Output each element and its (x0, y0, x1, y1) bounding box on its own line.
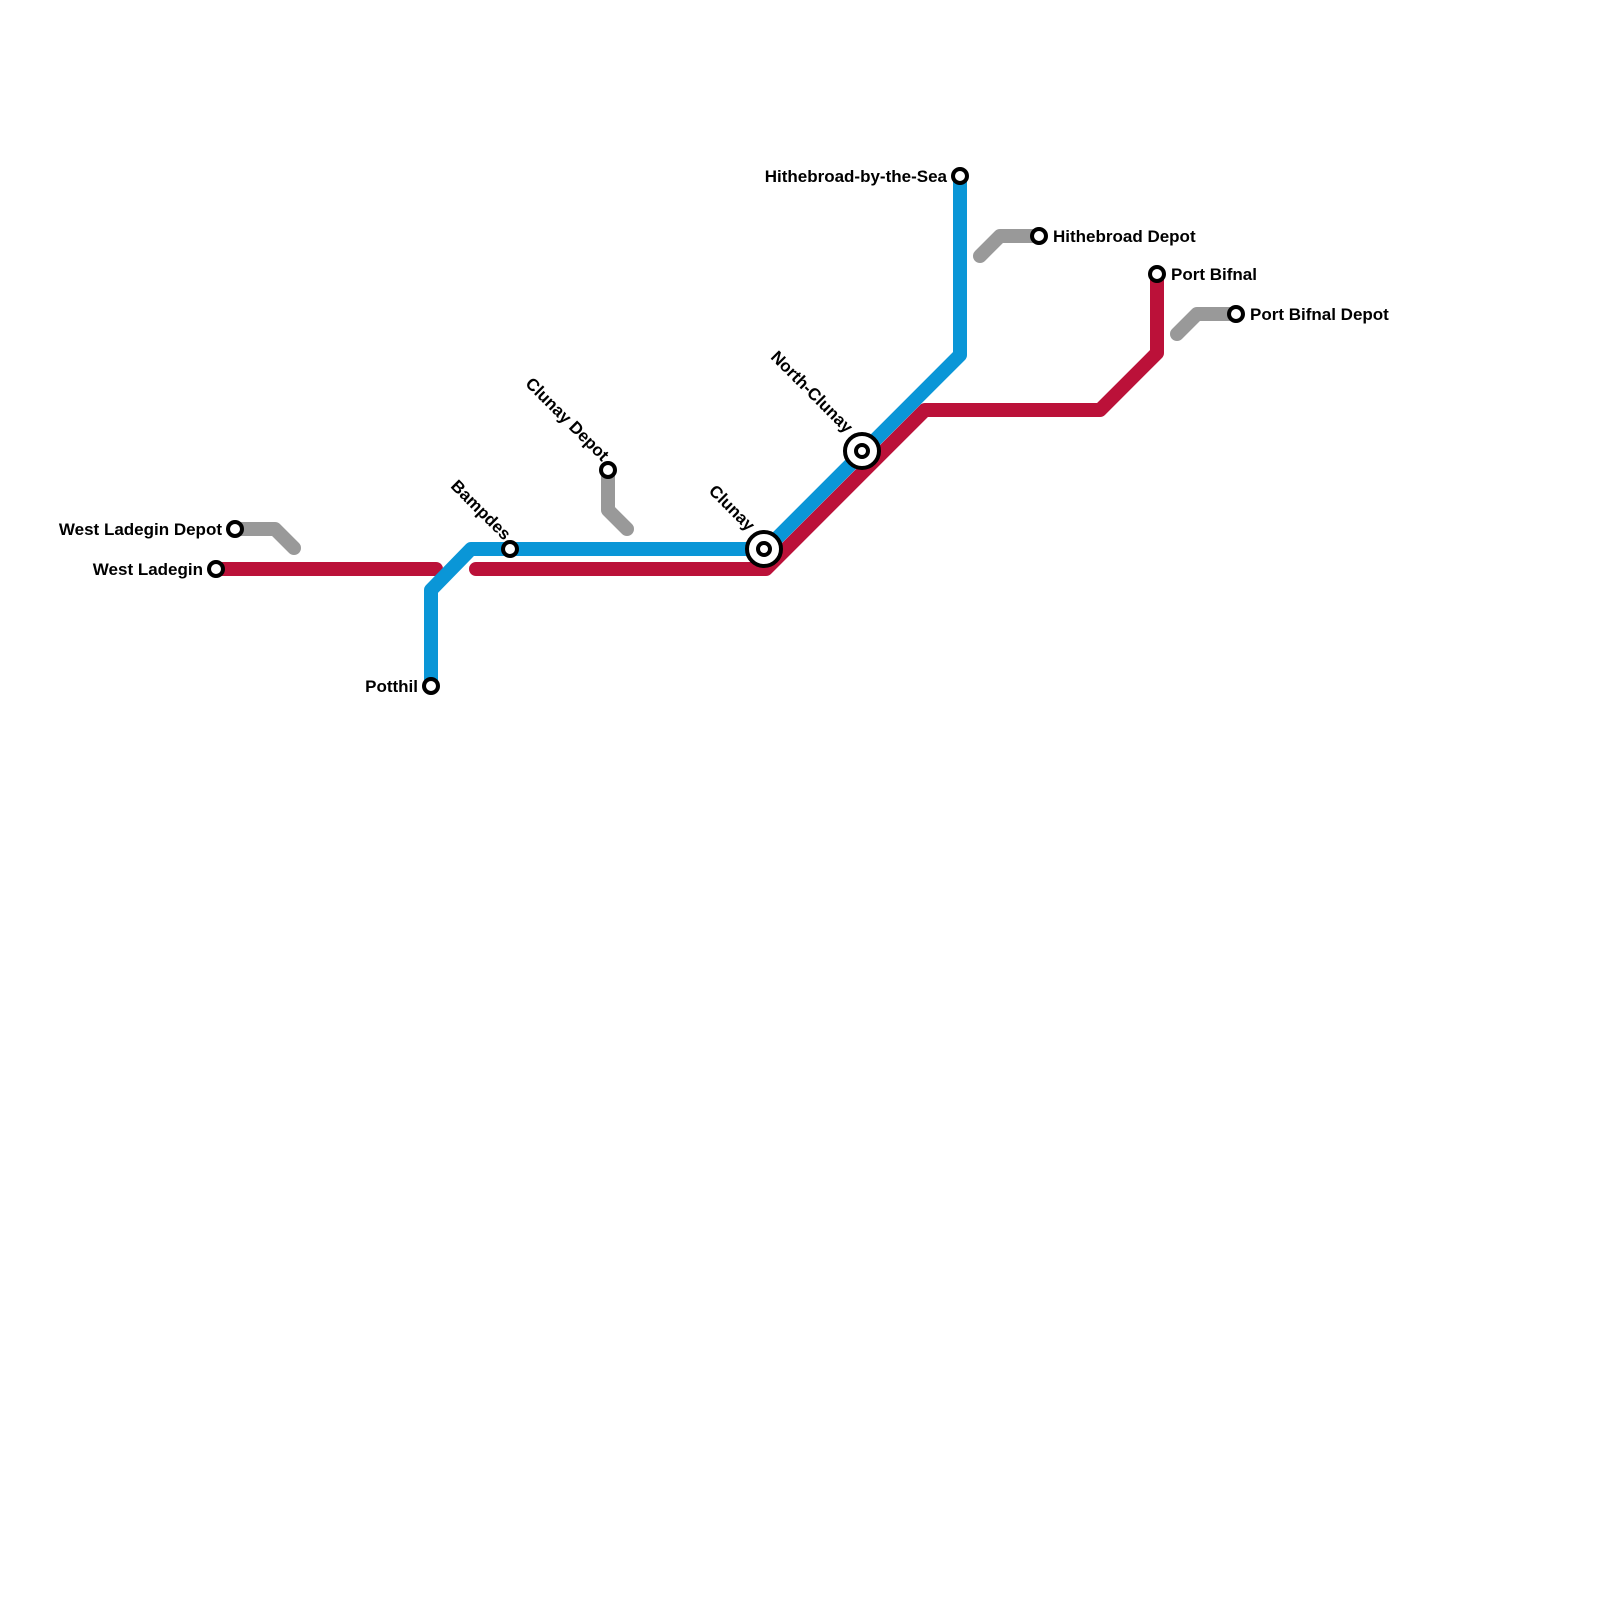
station-marker (207, 560, 225, 578)
blue-line (424, 169, 967, 693)
station-label: Potthil (365, 677, 418, 696)
depot-line-west-ladegin (228, 522, 301, 555)
station-marker (1030, 227, 1048, 245)
station-potthil[interactable]: Potthil (365, 677, 440, 696)
station-marker (1227, 305, 1245, 323)
station-port-bifnal-depot[interactable]: Port Bifnal Depot (1227, 305, 1389, 324)
station-hithebroad-by-the-sea[interactable]: Hithebroad-by-the-Sea (765, 167, 969, 186)
station-marker (226, 520, 244, 538)
station-label: North-Clunay (767, 347, 857, 437)
station-label: Clunay Depot (522, 374, 613, 465)
station-label: Port Bifnal (1171, 265, 1257, 284)
station-port-bifnal[interactable]: Port Bifnal (1148, 265, 1257, 284)
depot-line-port-bifnal (1170, 307, 1243, 341)
station-label: Bampdes (447, 476, 515, 544)
station-label: Hithebroad-by-the-Sea (765, 167, 948, 186)
station-marker (951, 167, 969, 185)
station-marker (1148, 265, 1166, 283)
station-label: Hithebroad Depot (1053, 227, 1196, 246)
station-marker (501, 540, 519, 558)
station-west-ladegin-depot[interactable]: West Ladegin Depot (59, 520, 244, 539)
depot-line-clunay (601, 463, 634, 536)
station-marker (599, 461, 617, 479)
station-marker (422, 677, 440, 695)
station-label: Port Bifnal Depot (1250, 305, 1389, 324)
interchange-inner (756, 541, 772, 557)
station-clunay-depot[interactable]: Clunay Depot (522, 374, 617, 479)
station-west-ladegin[interactable]: West Ladegin (93, 560, 225, 579)
station-north-clunay[interactable]: North-Clunay (767, 347, 881, 470)
depot-line-hithebroad (973, 229, 1046, 263)
red-line-east (469, 267, 1164, 576)
station-label: West Ladegin Depot (59, 520, 222, 539)
station-hithebroad-depot[interactable]: Hithebroad Depot (1030, 227, 1196, 246)
interchange-inner (854, 443, 870, 459)
station-label: Clunay (705, 481, 759, 535)
station-label: West Ladegin (93, 560, 203, 579)
